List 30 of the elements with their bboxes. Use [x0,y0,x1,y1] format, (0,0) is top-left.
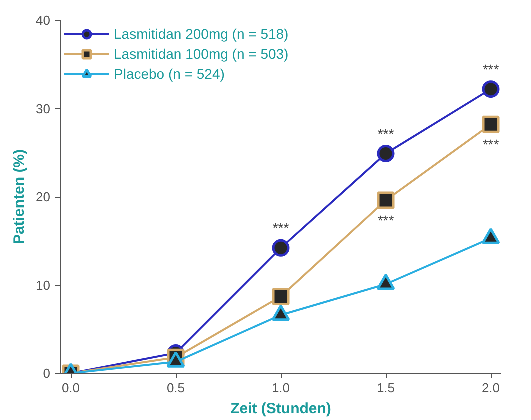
point [482,228,500,244]
annotation: *** [482,136,500,153]
x-tick-label: 1.0 [272,380,290,396]
x-tick-label: 2.0 [482,380,500,396]
annotation: *** [378,126,395,142]
y-tick-label: 0 [43,366,51,381]
annotation: *** [482,61,500,78]
point [272,304,290,322]
point [377,192,395,210]
y-axis-title: Patienten (%) [11,149,28,245]
legend-label: Placebo (n = 524) [114,66,225,82]
point [272,288,290,306]
y-tick-label: 10 [36,278,51,293]
y-tick-label: 20 [36,190,51,204]
annotation: *** [272,220,290,236]
x-tick-label: 0.0 [62,380,80,396]
point [376,274,396,290]
y-tick-label: 30 [36,101,51,116]
point [482,116,500,134]
legend-label: Lasmitidan 200mg (n = 518) [114,26,289,42]
annotation: *** [378,212,395,229]
point [377,145,395,162]
point [166,352,186,368]
x-tick-label: 1.5 [376,380,396,396]
point [272,239,290,257]
y-tick-label: 40 [36,13,51,28]
point [482,80,500,98]
legend-label: Lasmitidan 100mg (n = 503) [114,46,289,62]
x-tick-label: 0.5 [166,380,186,396]
x-axis-title: Zeit (Stunden) [230,400,332,418]
